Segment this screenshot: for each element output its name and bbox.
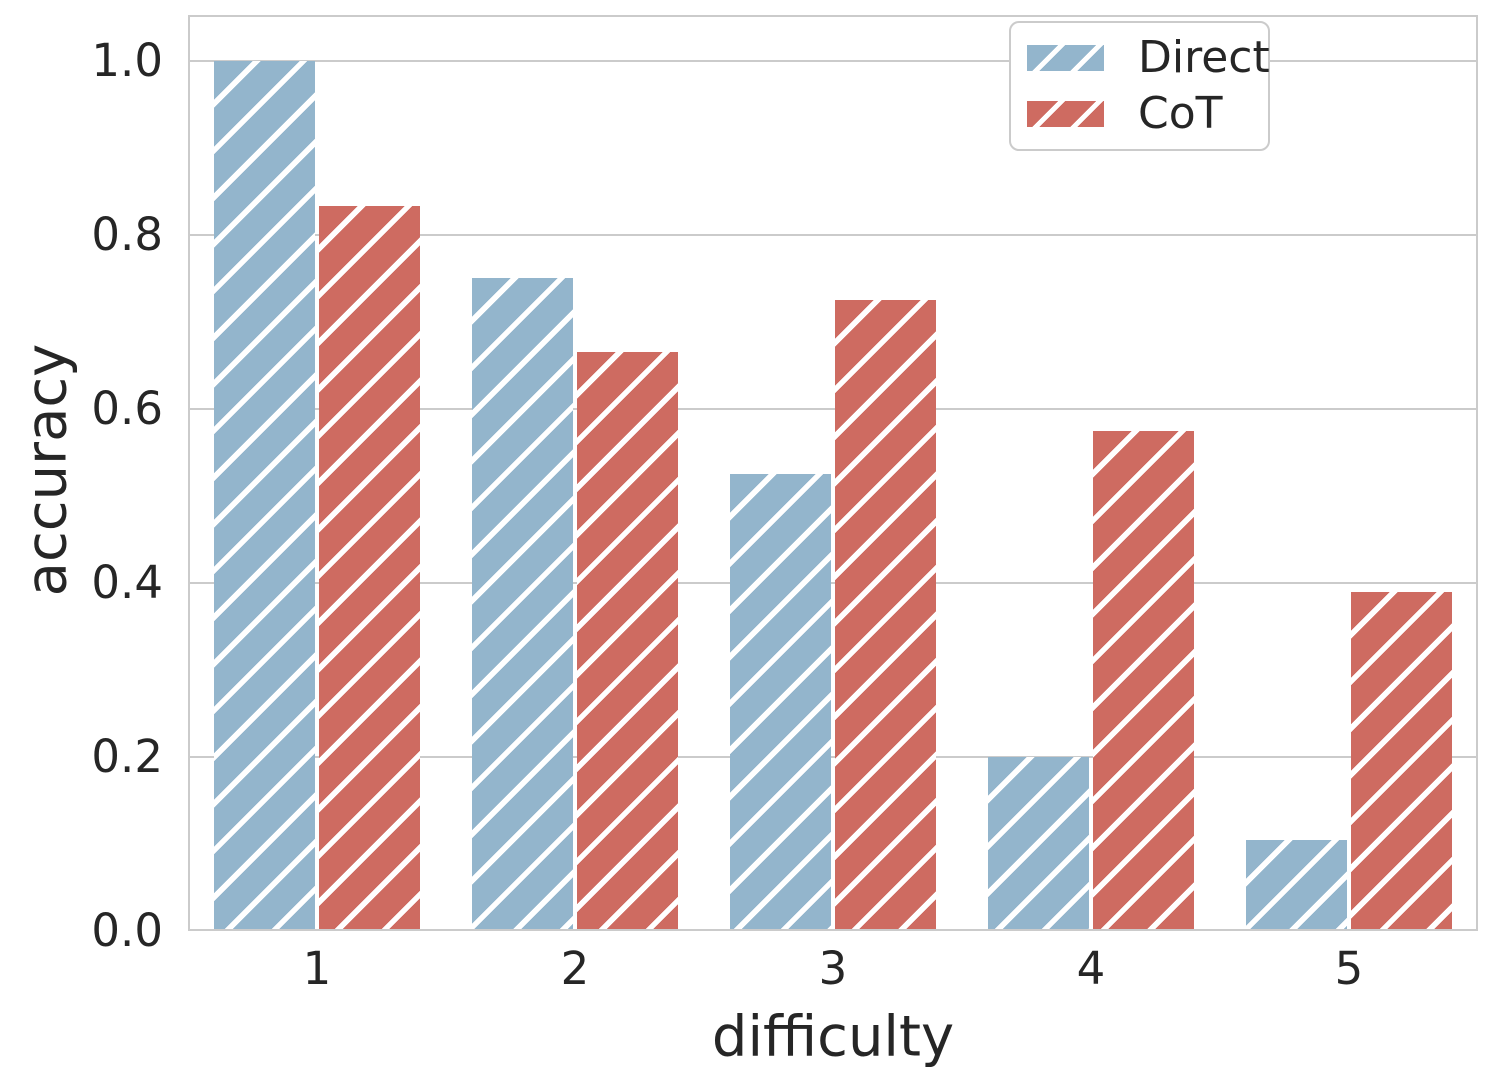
plot-spine-left	[188, 15, 190, 931]
bar-direct-difficulty-2	[472, 278, 573, 931]
x-tick-label-4: 4	[1076, 942, 1106, 995]
legend-item-cot: CoT	[1011, 90, 1268, 138]
x-axis-label: difficulty	[711, 1004, 955, 1070]
bar-cot-difficulty-1	[319, 206, 420, 931]
y-tick-label-0.8: 0.8	[91, 208, 163, 261]
legend-swatch-cot	[1027, 101, 1104, 128]
y-tick-label-1.0: 1.0	[91, 34, 163, 87]
legend: Direct CoT	[1009, 21, 1270, 151]
plot-spine-bottom	[188, 929, 1478, 931]
gridline-y-1	[188, 60, 1478, 62]
bar-cot-difficulty-4	[1093, 431, 1194, 931]
x-tick-label-5: 5	[1334, 942, 1364, 995]
bar-direct-difficulty-1	[214, 61, 315, 931]
bar-cot-difficulty-3	[835, 300, 936, 931]
legend-swatch-direct	[1027, 44, 1104, 71]
x-tick-label-3: 3	[818, 942, 848, 995]
bar-cot-difficulty-2	[577, 352, 678, 931]
y-tick-label-0.2: 0.2	[91, 730, 163, 783]
gridline-y-0.4	[188, 582, 1478, 584]
plot-spine-right	[1476, 15, 1478, 931]
y-tick-label-0.6: 0.6	[91, 382, 163, 435]
plot-area	[188, 15, 1478, 931]
gridline-y-0.6	[188, 408, 1478, 410]
gridline-y-0.2	[188, 756, 1478, 758]
y-tick-label-0.4: 0.4	[91, 556, 163, 609]
bar-direct-difficulty-3	[730, 474, 831, 931]
gridline-y-0.8	[188, 234, 1478, 236]
plot-spine-top	[188, 15, 1478, 17]
x-tick-label-2: 2	[560, 942, 590, 995]
x-tick-label-1: 1	[302, 942, 332, 995]
legend-label-cot: CoT	[1138, 88, 1223, 140]
bar-direct-difficulty-5	[1246, 840, 1347, 931]
bar-cot-difficulty-5	[1351, 592, 1452, 931]
legend-label-direct: Direct	[1138, 31, 1270, 83]
y-axis-label: accuracy	[14, 343, 80, 597]
bar-direct-difficulty-4	[988, 757, 1089, 931]
y-tick-label-0.0: 0.0	[91, 904, 163, 957]
legend-item-direct: Direct	[1011, 31, 1270, 83]
